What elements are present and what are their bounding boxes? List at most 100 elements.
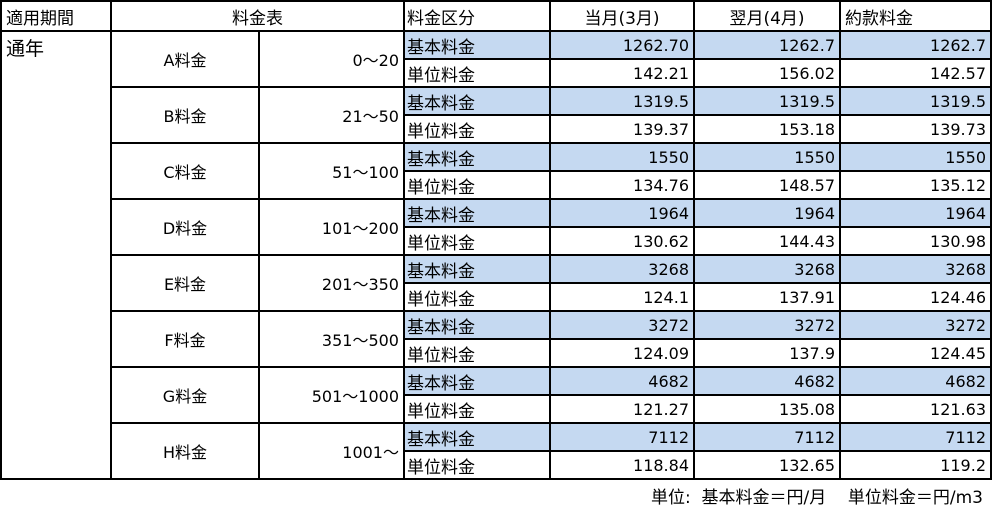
category-basic-cell: 基本料金 — [403, 142, 551, 172]
basic-contract-cell: 7112 — [839, 422, 992, 452]
category-unit-cell: 単位料金 — [403, 58, 551, 88]
unit-current-cell: 142.21 — [549, 58, 695, 88]
table-row-unit: 単位料金 130.62 144.43 130.98 — [1, 226, 992, 256]
range-cell: 21～50 — [258, 86, 405, 144]
basic-next-cell: 1319.5 — [693, 86, 841, 116]
unit-next-cell: 148.57 — [693, 170, 841, 200]
basic-next-cell: 4682 — [693, 366, 841, 396]
category-basic-cell: 基本料金 — [403, 30, 551, 60]
header-current-month: 当月(3月) — [549, 0, 695, 32]
unit-next-cell: 137.91 — [693, 282, 841, 312]
period-cell: 通年 — [0, 30, 112, 480]
unit-contract-cell: 135.12 — [839, 170, 992, 200]
unit-current-cell: 121.27 — [549, 394, 695, 424]
table-row-basic: 通年 A料金 0～20 基本料金 1262.70 1262.7 1262.7 — [0, 30, 992, 480]
basic-current-cell: 1262.70 — [549, 30, 695, 60]
unit-current-cell: 124.1 — [549, 282, 695, 312]
header-contract: 約款料金 — [839, 0, 992, 32]
basic-contract-cell: 4682 — [839, 366, 992, 396]
table-row-basic: E料金 201～350 基本料金 3268 3268 3268 — [1, 254, 992, 312]
unit-current-cell: 118.84 — [549, 450, 695, 480]
basic-contract-cell: 3268 — [839, 254, 992, 284]
unit-current-cell: 134.76 — [549, 170, 695, 200]
unit-contract-cell: 124.45 — [839, 338, 992, 368]
basic-contract-cell: 1964 — [839, 198, 992, 228]
basic-next-cell: 3268 — [693, 254, 841, 284]
basic-current-cell: 3268 — [549, 254, 695, 284]
basic-next-cell: 7112 — [693, 422, 841, 452]
category-unit-cell: 単位料金 — [403, 226, 551, 256]
basic-contract-cell: 1550 — [839, 142, 992, 172]
basic-contract-cell: 3272 — [839, 310, 992, 340]
table-row-basic: G料金 501～1000 基本料金 4682 4682 4682 — [1, 366, 992, 424]
category-basic-cell: 基本料金 — [403, 254, 551, 284]
basic-current-cell: 1550 — [549, 142, 695, 172]
range-cell: 351～500 — [258, 310, 405, 368]
category-unit-cell: 単位料金 — [403, 450, 551, 480]
header-rate-table: 料金表 — [110, 0, 405, 32]
rate-name-cell: E料金 — [110, 254, 260, 312]
category-unit-cell: 単位料金 — [403, 282, 551, 312]
range-cell: 201～350 — [258, 254, 405, 312]
unit-next-cell: 135.08 — [693, 394, 841, 424]
category-basic-cell: 基本料金 — [403, 198, 551, 228]
table-row-unit: 単位料金 118.84 132.65 119.2 — [1, 450, 992, 480]
rate-name-cell: G料金 — [110, 366, 260, 424]
basic-current-cell: 7112 — [549, 422, 695, 452]
unit-contract-cell: 119.2 — [839, 450, 992, 480]
range-cell: 51～100 — [258, 142, 405, 200]
unit-next-cell: 144.43 — [693, 226, 841, 256]
table-row-unit: 単位料金 121.27 135.08 121.63 — [1, 394, 992, 424]
unit-current-cell: 130.62 — [549, 226, 695, 256]
unit-current-cell: 139.37 — [549, 114, 695, 144]
table-row-unit: 単位料金 124.09 137.9 124.45 — [1, 338, 992, 368]
unit-contract-cell: 142.57 — [839, 58, 992, 88]
header-row: 適用期間 料金表 料金区分 当月(3月) 翌月(4月) 約款料金 — [0, 0, 992, 32]
range-cell: 501～1000 — [258, 366, 405, 424]
rate-name-cell: F料金 — [110, 310, 260, 368]
table-row-basic: B料金 21～50 基本料金 1319.5 1319.5 1319.5 — [1, 86, 992, 144]
category-basic-cell: 基本料金 — [403, 422, 551, 452]
unit-next-cell: 132.65 — [693, 450, 841, 480]
table-row-basic: D料金 101～200 基本料金 1964 1964 1964 — [1, 198, 992, 256]
basic-current-cell: 1319.5 — [549, 86, 695, 116]
basic-next-cell: 1550 — [693, 142, 841, 172]
rate-name-cell: H料金 — [110, 422, 260, 480]
unit-next-cell: 156.02 — [693, 58, 841, 88]
range-cell: 101～200 — [258, 198, 405, 256]
unit-contract-cell: 139.73 — [839, 114, 992, 144]
basic-contract-cell: 1319.5 — [839, 86, 992, 116]
basic-current-cell: 1964 — [549, 198, 695, 228]
basic-contract-cell: 1262.7 — [839, 30, 992, 60]
basic-current-cell: 4682 — [549, 366, 695, 396]
header-next-month: 翌月(4月) — [693, 0, 841, 32]
basic-next-cell: 3272 — [693, 310, 841, 340]
table-row-basic: H料金 1001～ 基本料金 7112 7112 7112 — [1, 422, 992, 480]
table-row-basic: F料金 351～500 基本料金 3272 3272 3272 — [1, 310, 992, 368]
unit-next-cell: 137.9 — [693, 338, 841, 368]
unit-contract-cell: 121.63 — [839, 394, 992, 424]
rate-name-cell: A料金 — [110, 30, 260, 88]
category-unit-cell: 単位料金 — [403, 170, 551, 200]
basic-next-cell: 1964 — [693, 198, 841, 228]
range-cell: 0～20 — [258, 30, 405, 88]
range-cell: 1001～ — [258, 422, 405, 480]
table-row-unit: 単位料金 124.1 137.91 124.46 — [1, 282, 992, 312]
header-category: 料金区分 — [403, 0, 551, 32]
category-basic-cell: 基本料金 — [403, 86, 551, 116]
rate-name-cell: B料金 — [110, 86, 260, 144]
basic-next-cell: 1262.7 — [693, 30, 841, 60]
table-row-unit: 単位料金 134.76 148.57 135.12 — [1, 170, 992, 200]
category-unit-cell: 単位料金 — [403, 338, 551, 368]
table-row-basic: C料金 51～100 基本料金 1550 1550 1550 — [1, 142, 992, 200]
basic-current-cell: 3272 — [549, 310, 695, 340]
unit-current-cell: 124.09 — [549, 338, 695, 368]
unit-next-cell: 153.18 — [693, 114, 841, 144]
table-row-unit: 単位料金 139.37 153.18 139.73 — [1, 114, 992, 144]
rate-table: 適用期間 料金表 料金区分 当月(3月) 翌月(4月) 約款料金 通年 A料金 0～… — [0, 0, 992, 480]
category-unit-cell: 単位料金 — [403, 114, 551, 144]
table-row-unit: 単位料金 142.21 156.02 142.57 — [1, 58, 992, 88]
header-period: 適用期間 — [0, 0, 112, 32]
unit-note: 単位: 基本料金＝円/月 単位料金＝円/m3 — [651, 488, 983, 508]
rate-name-cell: D料金 — [110, 198, 260, 256]
